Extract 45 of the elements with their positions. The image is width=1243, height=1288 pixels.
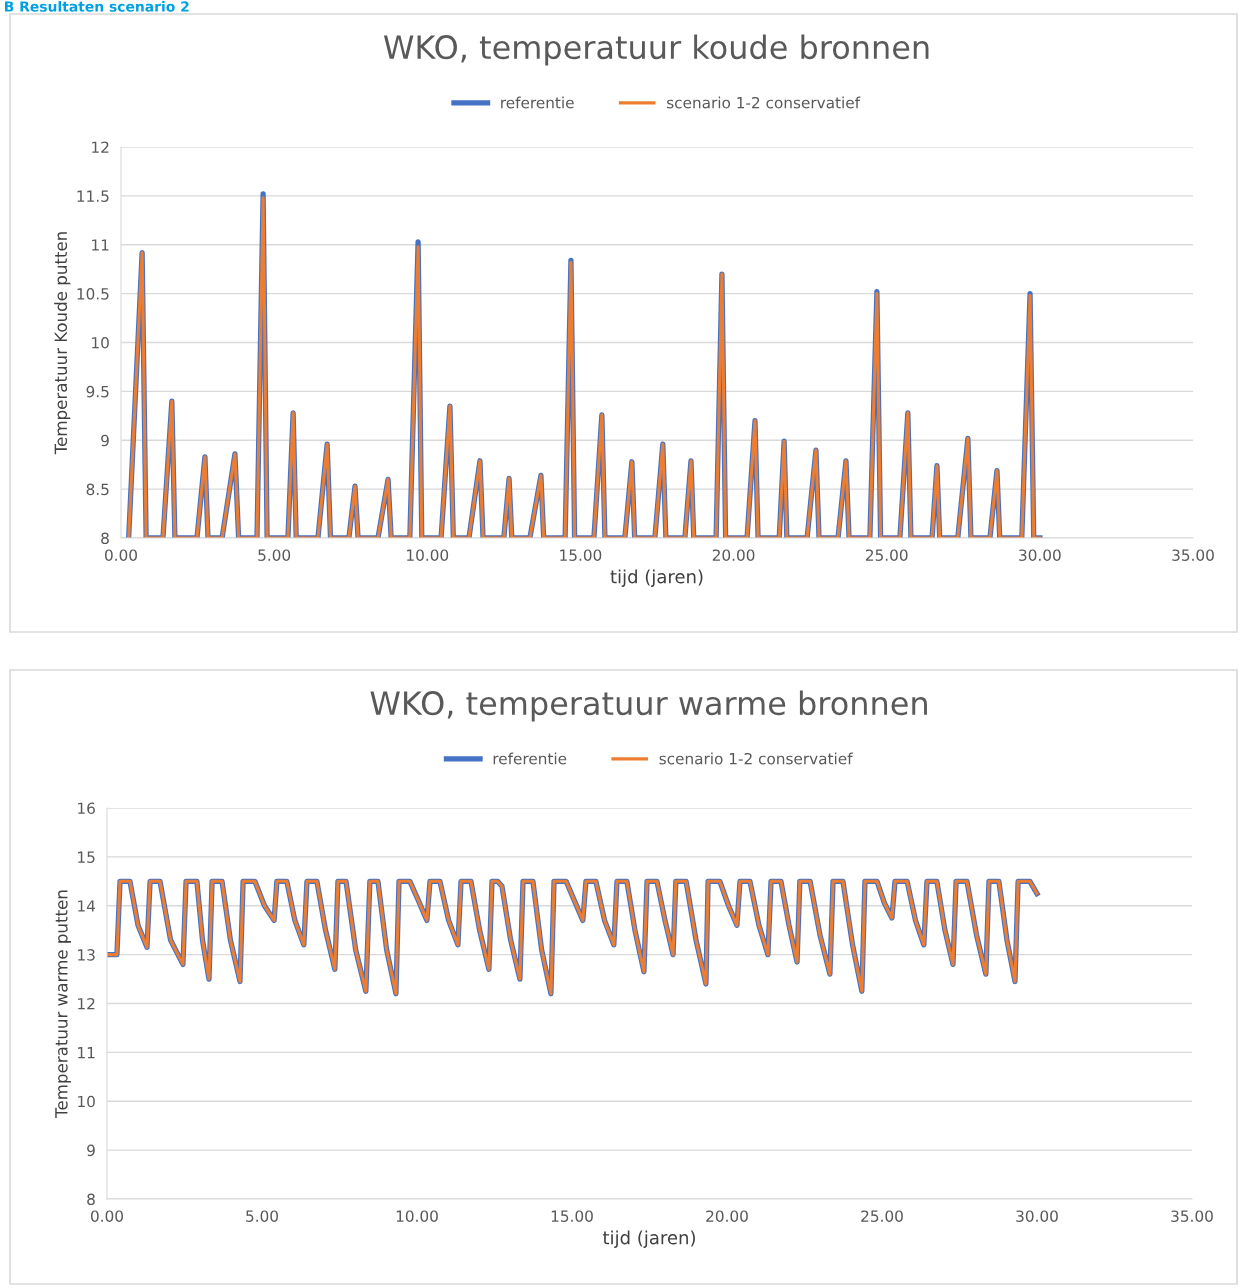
y-tick-label: 15 bbox=[78, 851, 95, 863]
x-tick-label: 15.00 bbox=[560, 549, 602, 561]
legend-label: scenario 1-2 conservatief bbox=[667, 96, 861, 109]
y-tick-label: 11.5 bbox=[77, 190, 109, 202]
y-tick-label: 11 bbox=[78, 1047, 95, 1059]
legend-label: referentie bbox=[493, 752, 567, 765]
y-tick-label: 11 bbox=[92, 239, 109, 251]
x-tick-label: 25.00 bbox=[861, 1210, 903, 1222]
x-tick-label: 10.00 bbox=[407, 549, 449, 561]
x-tick-label: 25.00 bbox=[865, 549, 908, 561]
x-tick-label: 35.00 bbox=[1171, 1210, 1213, 1222]
x-tick-label: 30.00 bbox=[1019, 549, 1061, 561]
x-tick-label: 10.00 bbox=[396, 1210, 438, 1222]
x-tick-label: 30.00 bbox=[1016, 1210, 1058, 1222]
y-axis-title: Temperatuur Koude putten bbox=[54, 232, 71, 455]
y-tick-label: 9 bbox=[101, 434, 109, 447]
x-tick-label: 15.00 bbox=[551, 1210, 593, 1222]
x-tick-label: 5.00 bbox=[246, 1210, 278, 1222]
y-tick-label: 13 bbox=[78, 949, 95, 961]
y-tick-label: 10 bbox=[78, 1095, 95, 1108]
y-tick-label: 9.5 bbox=[86, 385, 109, 398]
x-tick-label: 20.00 bbox=[712, 549, 755, 561]
x-tick-label: 0.00 bbox=[91, 1210, 123, 1222]
y-tick-label: 8.5 bbox=[86, 483, 109, 496]
legend-label: scenario 1-2 conservatief bbox=[659, 752, 853, 765]
chart-title: WKO, temperatuur warme bronnen bbox=[370, 690, 927, 722]
y-tick-label: 10 bbox=[92, 336, 109, 349]
y-tick-label: 16 bbox=[78, 802, 95, 815]
y-tick-label: 9 bbox=[87, 1144, 95, 1157]
y-tick-label: 8 bbox=[87, 1193, 95, 1206]
x-tick-label: 20.00 bbox=[706, 1210, 748, 1222]
y-tick-label: 14 bbox=[78, 900, 96, 912]
y-tick-label: 12 bbox=[78, 997, 95, 1010]
x-axis-title: tijd (jaren) bbox=[610, 569, 703, 587]
x-axis-title: tijd (jaren) bbox=[602, 1230, 695, 1248]
y-axis-title: Temperatuur warme putten bbox=[55, 890, 71, 1118]
x-tick-label: 5.00 bbox=[258, 549, 291, 561]
x-tick-label: 35.00 bbox=[1172, 549, 1214, 561]
y-tick-label: 10.5 bbox=[77, 288, 109, 300]
legend-label: referentie bbox=[501, 96, 574, 109]
x-tick-label: 0.00 bbox=[105, 549, 137, 561]
chart-title: WKO, temperatuur koude bronnen bbox=[383, 34, 929, 66]
y-tick-label: 8 bbox=[101, 532, 109, 545]
y-tick-label: 12 bbox=[92, 141, 109, 153]
text: B Resultaten scenario 2 bbox=[5, 1, 189, 12]
